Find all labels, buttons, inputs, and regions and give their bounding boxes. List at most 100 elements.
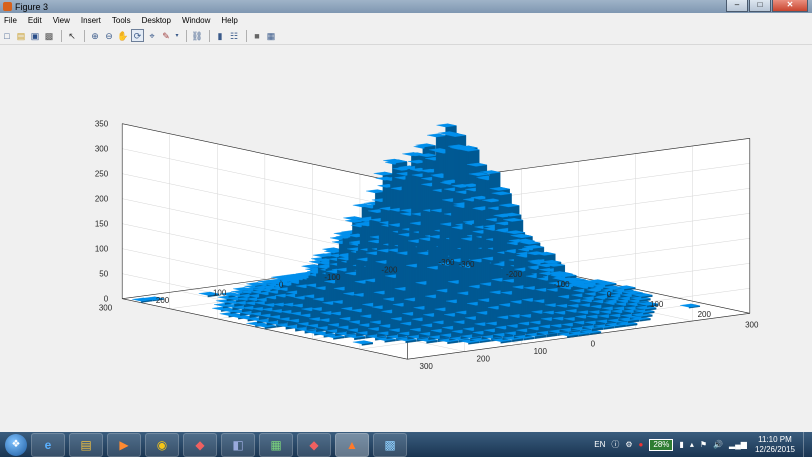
spreadsheet-icon[interactable]: ▦	[259, 432, 293, 457]
media-player-icon[interactable]: ▶	[107, 432, 141, 457]
histogram-bar-face	[436, 123, 457, 128]
histogram-bar-face	[470, 337, 491, 342]
edit-plot-arrow-icon[interactable]: ↖	[68, 30, 76, 41]
show-plot-tools-icon[interactable]: ▦	[266, 30, 276, 41]
histogram-bar-face	[615, 285, 636, 290]
menu-desktop[interactable]: Desktop	[141, 16, 171, 25]
histogram-bar-face	[375, 337, 396, 341]
show-hidden-icons-icon[interactable]: ▴	[689, 440, 694, 449]
language-indicator[interactable]: EN	[594, 440, 606, 449]
histogram-bar-face	[596, 281, 617, 286]
histogram-bar-face	[634, 309, 655, 313]
maximize-button[interactable]: □	[749, 0, 771, 12]
data-cursor-icon[interactable]: ⌖	[149, 30, 155, 41]
rotate-3d-icon[interactable]: ⟳	[131, 29, 144, 42]
menu-window[interactable]: Window	[181, 16, 211, 25]
histogram-bar-face	[514, 334, 535, 339]
menu-help[interactable]: Help	[221, 16, 238, 25]
histogram-bar-face	[345, 334, 366, 339]
print-icon[interactable]: ▩	[44, 30, 54, 41]
start-button[interactable]: ❖	[5, 433, 27, 456]
y-tick-label: 100	[213, 288, 227, 297]
toolbar-separator	[61, 29, 62, 42]
histogram-bar-face	[198, 291, 219, 296]
colorbar-icon[interactable]: ▮	[217, 30, 223, 41]
menu-file[interactable]: File	[4, 16, 17, 25]
action-center-icon[interactable]: ⚑	[699, 440, 707, 449]
histogram-bar-face	[622, 290, 643, 295]
histogram-bar-face	[417, 153, 438, 158]
menu-tools[interactable]: Tools	[111, 16, 131, 25]
x-tick-label: -200	[506, 270, 523, 279]
histogram-bar-face	[630, 296, 651, 301]
zoom-out-icon[interactable]: ⊖	[105, 30, 113, 41]
histogram-bar-face	[459, 147, 480, 152]
histogram-bar-face	[632, 293, 653, 297]
toolbar-separator	[209, 29, 210, 42]
toolbar-separator	[186, 29, 187, 42]
new-figure-icon[interactable]: □	[4, 30, 10, 41]
open-file-icon[interactable]: ▤	[16, 30, 26, 41]
antivirus-icon[interactable]: ●	[638, 440, 644, 449]
histogram-bar-face	[617, 321, 638, 326]
y-tick-label-right: 300	[420, 362, 434, 371]
z-tick-label: 200	[95, 195, 109, 204]
menu-bar: File Edit View Insert Tools Desktop Wind…	[0, 14, 249, 27]
network-tool-icon[interactable]: ◧	[221, 432, 255, 457]
histogram-bar-face	[632, 312, 653, 317]
minimize-button[interactable]: –	[726, 0, 748, 12]
battery-icon[interactable]: ▮	[679, 440, 684, 449]
legend-icon[interactable]: ☷	[229, 30, 239, 41]
histogram-bar-face	[143, 296, 164, 301]
histogram-bar-face	[352, 340, 373, 345]
axes-3d[interactable]: 0 50 100 150 200 250 300 350 -300 -200 -100 0 100 200…	[0, 45, 812, 432]
internet-explorer-icon[interactable]: e	[31, 432, 65, 457]
histogram-bar-face	[491, 191, 512, 196]
histogram-bar-face	[679, 303, 700, 308]
figure-toolbar: □ ▤ ▣ ▩ ↖ ⊕ ⊖ ✋ ⟳ ⌖ ✎ ▾ ⛓ ▮ ☷ ■ ▦	[0, 27, 812, 45]
menu-edit[interactable]: Edit	[27, 16, 42, 25]
histogram-bar-face	[503, 218, 523, 222]
histogram-bar-face	[541, 260, 562, 264]
toolbar-separator	[84, 29, 85, 42]
pan-hand-icon[interactable]: ✋	[117, 30, 129, 41]
histogram-bar-face	[459, 339, 480, 343]
figure-canvas[interactable]: 0 50 100 150 200 250 300 350 -300 -200 -100 0 100 200…	[0, 45, 812, 432]
sketchup-icon[interactable]: ◆	[183, 432, 217, 457]
hide-plot-tools-icon[interactable]: ■	[254, 30, 260, 41]
brush-icon[interactable]: ✎	[162, 30, 170, 41]
battery-indicator[interactable]: 28%	[649, 438, 674, 451]
save-icon[interactable]: ▣	[30, 30, 40, 41]
x-tick-label: -100	[554, 280, 571, 289]
histogram-bar-face	[480, 170, 501, 174]
link-plot-icon[interactable]: ⛓	[191, 30, 203, 41]
menu-insert[interactable]: Insert	[80, 16, 101, 25]
x-tick-label: 200	[698, 310, 712, 319]
histogram-bar-face	[446, 133, 466, 137]
z-tick-label: 0	[104, 295, 109, 304]
file-explorer-icon[interactable]: ▤	[69, 432, 103, 457]
close-button[interactable]: ✕	[772, 0, 808, 12]
clock[interactable]: 11:10 PM 12/26/2015	[755, 435, 795, 455]
histogram-bar-face	[630, 316, 651, 320]
show-desktop-button[interactable]	[803, 432, 812, 457]
settings-icon[interactable]: ⚙	[625, 440, 633, 449]
matlab-icon[interactable]: ▲	[335, 432, 369, 457]
volume-icon[interactable]: 🔊	[713, 440, 723, 449]
histogram-bar-face	[535, 251, 556, 256]
histogram-bars	[132, 123, 700, 346]
brush-dropdown-icon[interactable]: ▾	[175, 32, 179, 39]
help-icon[interactable]: ⓘ	[611, 440, 620, 449]
zoom-in-icon[interactable]: ⊕	[91, 30, 99, 41]
histogram-bar-face	[417, 337, 438, 342]
x-tick-label: 300	[745, 320, 759, 329]
y-tick-label-right: 100	[534, 347, 548, 356]
remote-desktop-icon[interactable]: ▩	[373, 432, 407, 457]
network-signal-icon[interactable]: ▂▄▆	[728, 440, 747, 449]
chrome-icon[interactable]: ◉	[145, 432, 179, 457]
menu-view[interactable]: View	[52, 16, 70, 25]
window-title: Figure 3	[15, 1, 49, 12]
sketchup-icon-2[interactable]: ◆	[297, 432, 331, 457]
z-tick-label: 300	[95, 145, 109, 154]
histogram-bar-face	[520, 240, 541, 245]
